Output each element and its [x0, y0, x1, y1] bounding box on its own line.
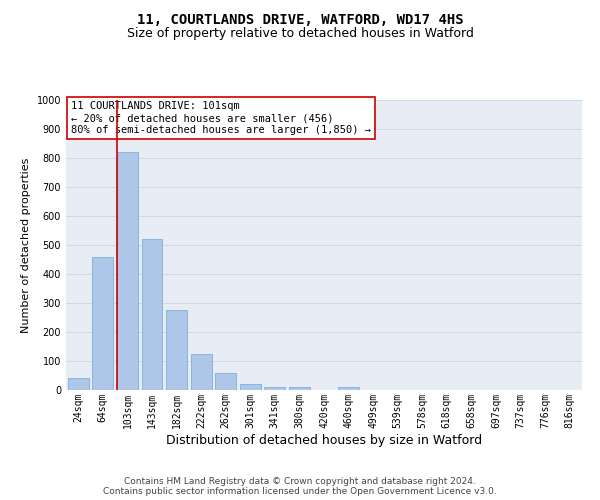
- Text: Contains public sector information licensed under the Open Government Licence v3: Contains public sector information licen…: [103, 487, 497, 496]
- Bar: [68, 378, 89, 390]
- Text: Contains HM Land Registry data © Crown copyright and database right 2024.: Contains HM Land Registry data © Crown c…: [124, 477, 476, 486]
- Bar: [142, 239, 163, 390]
- Y-axis label: Number of detached properties: Number of detached properties: [21, 158, 31, 332]
- Bar: [92, 256, 113, 390]
- Bar: [117, 152, 138, 390]
- X-axis label: Distribution of detached houses by size in Watford: Distribution of detached houses by size …: [166, 434, 482, 446]
- Bar: [240, 384, 261, 390]
- Bar: [191, 354, 212, 390]
- Bar: [265, 386, 286, 390]
- Text: Size of property relative to detached houses in Watford: Size of property relative to detached ho…: [127, 28, 473, 40]
- Bar: [215, 374, 236, 390]
- Bar: [166, 310, 187, 390]
- Bar: [289, 386, 310, 390]
- Text: 11 COURTLANDS DRIVE: 101sqm
← 20% of detached houses are smaller (456)
80% of se: 11 COURTLANDS DRIVE: 101sqm ← 20% of det…: [71, 102, 371, 134]
- Bar: [338, 387, 359, 390]
- Text: 11, COURTLANDS DRIVE, WATFORD, WD17 4HS: 11, COURTLANDS DRIVE, WATFORD, WD17 4HS: [137, 12, 463, 26]
